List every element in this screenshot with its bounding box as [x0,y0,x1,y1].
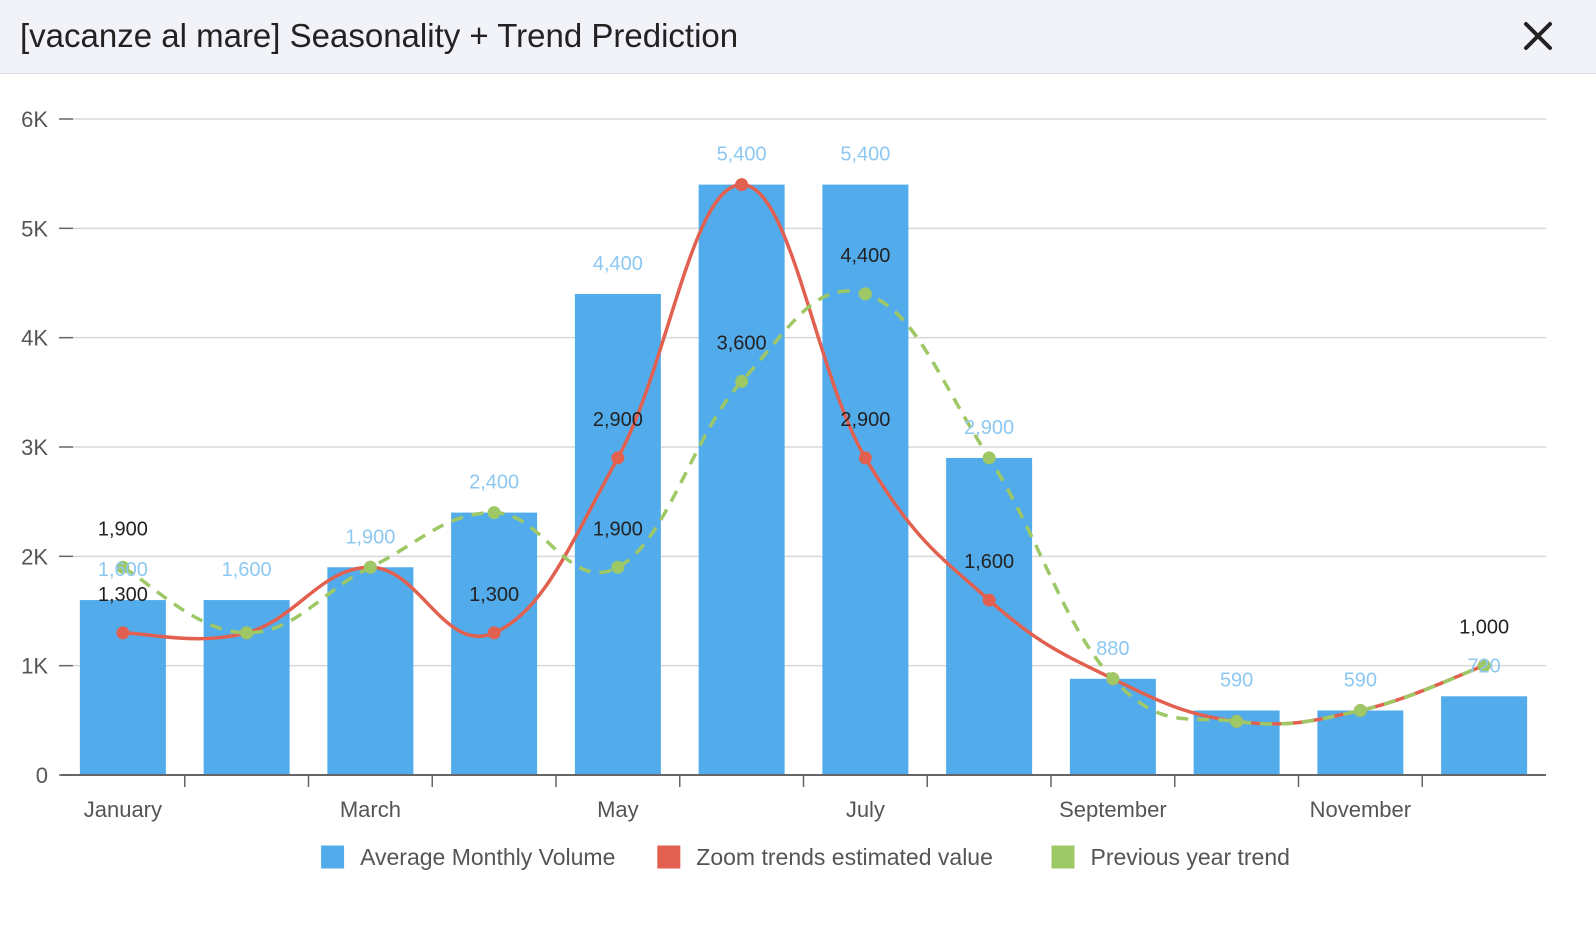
legend-item[interactable]: Previous year trend [1051,844,1290,870]
x-tick-label: January [84,797,162,822]
bar-january[interactable] [79,600,166,775]
legend-label: Average Monthly Volume [360,844,615,870]
y-tick-label: 0 [36,763,48,788]
bar-data-label: 2,900 [964,417,1014,439]
point-previous-year-september[interactable] [1106,672,1120,686]
bar-august[interactable] [946,457,1033,775]
y-tick-label: 1K [21,654,48,679]
point-previous-year-july[interactable] [858,287,872,301]
close-icon[interactable] [1516,14,1560,58]
bar-series-average-monthly-volume [79,184,1528,776]
point-previous-year-june[interactable] [735,374,749,388]
bar-data-label: 720 [1467,655,1500,677]
point-zoom-trends-june[interactable] [735,178,749,192]
bar-data-label: 2,400 [469,472,519,494]
point-zoom-trends-july[interactable] [858,451,872,465]
bar-july[interactable] [822,184,909,776]
bar-june[interactable] [698,184,785,776]
bar-september[interactable] [1069,678,1156,775]
x-tick-label: September [1059,797,1167,822]
line-data-label: 2,900 [593,409,643,431]
line-data-label: 2,900 [840,409,890,431]
point-zoom-trends-may[interactable] [611,451,625,465]
point-previous-year-november[interactable] [1353,703,1367,717]
y-tick-label: 4K [21,326,48,351]
point-previous-year-may[interactable] [611,560,625,574]
line-data-label: 1,300 [98,584,148,606]
bar-data-label: 4,400 [593,253,643,275]
line-data-label: 4,400 [840,245,890,267]
x-tick-label: July [846,797,885,822]
point-previous-year-april[interactable] [487,506,501,520]
line-series-previous-year [116,287,1491,728]
data-labels: 1,600 1,600 1,900 2,400 4,400 5,400 5,400 2,900… [98,144,1509,692]
point-previous-year-february[interactable] [240,626,254,640]
bar-data-label: 590 [1220,669,1253,691]
y-axis: 0 1K 2K 3K 4K 5K 6K [21,107,1546,788]
line-data-label: 1,300 [469,584,519,606]
point-zoom-trends-april[interactable] [487,626,501,640]
bar-data-label: 5,400 [840,144,890,166]
line-data-label: 1,000 [1459,617,1509,639]
dialog-title: [vacanze al mare] Seasonality + Trend Pr… [20,17,739,54]
bar-data-label: 880 [1096,638,1129,660]
y-tick-label: 6K [21,107,48,132]
point-previous-year-march[interactable] [363,560,377,574]
point-previous-year-december[interactable] [1477,659,1491,673]
legend-item[interactable]: Zoom trends estimated value [657,844,993,870]
point-previous-year-january[interactable] [116,560,130,574]
x-tick-label: March [340,797,401,822]
point-zoom-trends-august[interactable] [982,593,996,607]
bar-december[interactable] [1441,696,1528,775]
line-data-label: 1,900 [593,518,643,540]
y-tick-label: 3K [21,435,48,460]
line-data-label: 3,600 [717,332,767,354]
legend-label: Previous year trend [1091,844,1290,870]
bar-data-label: 5,400 [717,144,767,166]
point-previous-year-october[interactable] [1230,714,1244,728]
x-tick-label: November [1310,797,1411,822]
line-data-label: 1,900 [98,518,148,540]
legend: Average Monthly Volume Zoom trends estima… [321,844,1290,870]
legend-swatch [657,845,681,869]
x-tick-label: May [597,797,639,822]
bar-data-label: 1,600 [222,559,272,581]
bar-april[interactable] [451,512,538,775]
legend-label: Zoom trends estimated value [696,844,993,870]
series-line-previous-year [122,289,1485,726]
y-tick-label: 5K [21,216,48,241]
bar-data-label: 1,600 [98,559,148,581]
bar-march[interactable] [327,567,414,775]
point-previous-year-august[interactable] [982,451,996,465]
dialog-header: [vacanze al mare] Seasonality + Trend Pr… [0,0,1596,74]
bar-november[interactable] [1317,710,1404,775]
line-data-label: 1,600 [964,551,1014,573]
bar-may[interactable] [574,293,661,775]
series-line-zoom-trends [122,182,1485,726]
legend-item[interactable]: Average Monthly Volume [321,844,615,870]
legend-swatch [1051,845,1075,869]
bar-data-label: 1,900 [345,526,395,548]
y-tick-label: 2K [21,544,48,569]
bar-data-label: 590 [1344,669,1377,691]
x-axis: January March May July September November [61,774,1546,822]
line-series-zoom-trends [116,178,1491,728]
legend-swatch [321,845,345,869]
point-zoom-trends-january[interactable] [116,626,130,640]
